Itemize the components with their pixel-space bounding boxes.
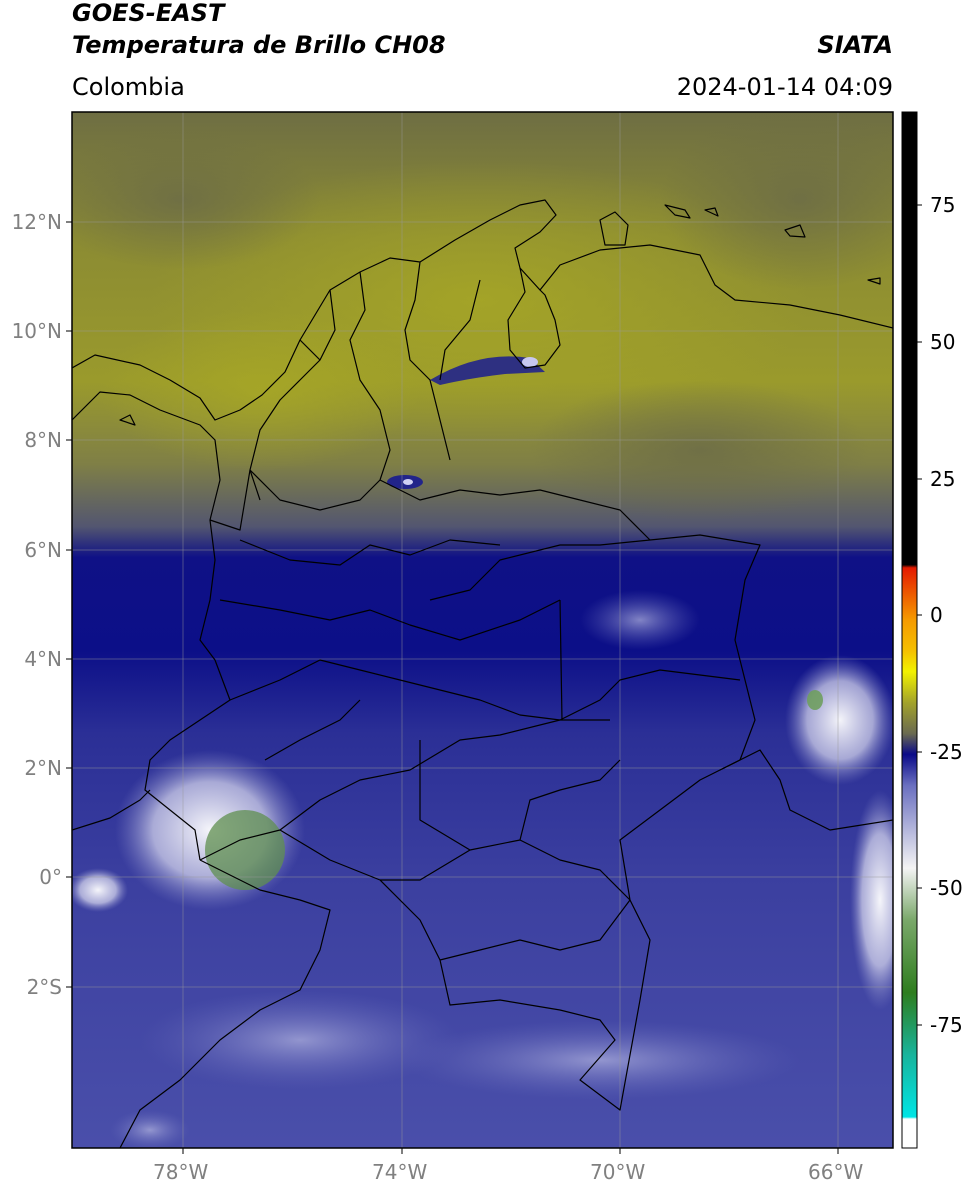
lat-label: 12°N [11, 210, 62, 234]
colorbar-tick-label: -25 [930, 740, 963, 764]
lat-label: 4°N [24, 647, 62, 671]
colorbar [901, 111, 918, 1149]
lon-label: 66°W [808, 1160, 864, 1184]
map-frame [71, 111, 894, 1149]
lon-label: 78°W [153, 1160, 209, 1184]
product-title: Temperatura de Brillo CH08 [72, 31, 446, 59]
lat-label: 0° [39, 865, 62, 889]
colorbar-tick-label: -50 [930, 876, 963, 900]
satellite-title: GOES-EAST [72, 0, 225, 27]
lat-label: 2°S [26, 975, 62, 999]
lat-label: 8°N [24, 428, 62, 452]
datetime-label: 2024-01-14 04:09 [676, 73, 893, 101]
colorbar-tick-label: 25 [930, 467, 956, 491]
colorbar-tick-label: 75 [930, 193, 956, 217]
lat-label: 10°N [11, 319, 62, 343]
lat-label: 2°N [24, 756, 62, 780]
org-label: SIATA [817, 31, 893, 59]
lat-label: 6°N [24, 538, 62, 562]
colorbar-tick-label: 50 [930, 330, 956, 354]
satellite-image [72, 112, 893, 1148]
colorbar-tick-label: 0 [930, 603, 943, 627]
region-label: Colombia [72, 73, 185, 101]
colorbar-tick-label: -75 [930, 1013, 963, 1037]
lon-label: 74°W [372, 1160, 428, 1184]
lon-label: 70°W [590, 1160, 646, 1184]
